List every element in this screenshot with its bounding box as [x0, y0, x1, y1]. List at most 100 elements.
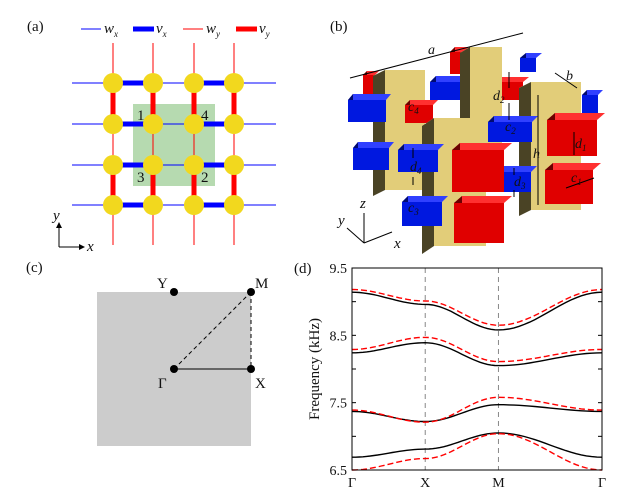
- panel-a: (a) wx vx wy vy 1 4 3 2 y x: [27, 19, 276, 255]
- blue-bar-top: [348, 94, 391, 100]
- resonator-node: [184, 195, 204, 215]
- red-block-top: [545, 163, 601, 170]
- red-block-front: [452, 150, 504, 192]
- label-m: M: [255, 276, 268, 292]
- band-solid-1: [351, 404, 602, 423]
- y-axis-title: Frequency (kHz): [307, 318, 323, 420]
- dim-label-d3: d3: [514, 175, 526, 191]
- band-dashed-5: [352, 396, 603, 423]
- resonator-node: [143, 195, 163, 215]
- red-block-front: [363, 75, 375, 95]
- resonator-node: [103, 195, 123, 215]
- y-tick-label: 9.5: [330, 262, 348, 277]
- y-tick-label: 6.5: [330, 464, 348, 479]
- site-label-3: 3: [137, 170, 145, 186]
- resonator-node: [224, 73, 244, 93]
- resonator-node: [143, 155, 163, 175]
- y-axis-arrow-3d: [346, 227, 365, 244]
- dim-label-c3: c3: [408, 201, 419, 217]
- band-chart: 9.58.57.56.5Γ X M Γ: [330, 262, 607, 491]
- red-block-top: [547, 113, 605, 120]
- legend-wx-label: wx: [104, 21, 118, 39]
- panel-label-c: (c): [26, 260, 43, 276]
- axis-x-label-3d: x: [393, 236, 401, 252]
- panel-c: (c) Γ X M Y: [26, 260, 268, 446]
- x-tick-label: Γ: [598, 476, 606, 491]
- x-tick-label: Γ: [348, 476, 356, 491]
- label-x: X: [255, 376, 266, 392]
- resonator-node: [103, 114, 123, 134]
- pillar-side: [373, 70, 385, 196]
- red-block-top: [452, 143, 512, 150]
- panel-label-b: (b): [330, 19, 348, 35]
- red-block-front: [547, 120, 597, 156]
- dim-label-c1: c1: [571, 171, 582, 187]
- dim-label-a: a: [428, 43, 435, 58]
- red-block-top: [454, 196, 512, 203]
- blue-bar-top: [402, 196, 448, 202]
- axis-y-label-3d: y: [336, 213, 345, 229]
- blue-bar-top: [488, 116, 538, 122]
- legend-vx-label: vx: [156, 21, 167, 39]
- blue-bar-front: [520, 58, 536, 72]
- dim-label-b: b: [566, 69, 573, 84]
- x-arrowhead-icon: [79, 244, 85, 250]
- blue-bar-top: [353, 142, 394, 148]
- point-x: [247, 365, 255, 373]
- resonator-node: [143, 73, 163, 93]
- y-tick-label: 8.5: [330, 329, 348, 344]
- resonator-node: [184, 155, 204, 175]
- dim-label-d1: d1: [575, 137, 587, 153]
- band-solid-0: [352, 432, 603, 458]
- dimension-c1-arrow: [565, 177, 595, 189]
- red-block-front: [454, 203, 504, 243]
- resonator-node: [184, 73, 204, 93]
- band-solid-3: [351, 291, 603, 331]
- site-label-2: 2: [201, 170, 209, 186]
- dimension-a-arrow: [349, 32, 524, 79]
- resonator-node: [103, 155, 123, 175]
- site-label-1: 1: [137, 108, 145, 124]
- dimension-annotations: [349, 32, 595, 205]
- blue-bar-front: [398, 150, 438, 172]
- blue-bar-front: [488, 122, 532, 142]
- pillar-side: [519, 82, 531, 216]
- axis-z-label: z: [359, 196, 366, 212]
- site-label-4: 4: [201, 108, 209, 124]
- dim-label-d4: d4: [410, 160, 422, 176]
- dim-label-d2: d2: [493, 89, 505, 105]
- band-dashed-7: [351, 288, 603, 326]
- legend-vy-label: vy: [259, 21, 270, 39]
- axis-triad-3d: [346, 213, 393, 244]
- point-y: [170, 288, 178, 296]
- point-m: [247, 288, 255, 296]
- red-block-front: [405, 105, 433, 123]
- dimension-b-arrow: [554, 72, 578, 89]
- panel-label-d: (d): [294, 261, 312, 277]
- panel-d: (d) Frequency (kHz) 9.58.57.56.5Γ X M Γ: [294, 261, 606, 491]
- y-tick-label: 7.5: [330, 397, 348, 412]
- structure-3d: [348, 47, 605, 254]
- resonator-node: [224, 195, 244, 215]
- blue-bar-front: [582, 95, 598, 113]
- dim-label-h: h: [533, 147, 540, 162]
- pillar-side: [422, 118, 434, 254]
- resonator-node: [184, 114, 204, 134]
- x-tick-label: M: [492, 476, 505, 491]
- legend-wy-label: wy: [206, 21, 220, 39]
- legend: wx vx wy vy: [81, 21, 270, 39]
- x-axis-arrow-3d: [363, 231, 393, 244]
- axis-x-label: x: [86, 239, 94, 255]
- lattice: [72, 43, 276, 245]
- blue-bar-front: [402, 202, 442, 226]
- panel-label-a: (a): [27, 19, 44, 35]
- resonator-node: [103, 73, 123, 93]
- resonator-node: [224, 155, 244, 175]
- blue-bar-top: [398, 144, 444, 150]
- y-arrowhead-icon: [56, 222, 62, 228]
- blue-bar-front: [348, 100, 386, 122]
- resonator-node: [143, 114, 163, 134]
- axis-triad: y x: [51, 208, 94, 255]
- x-tick-label: X: [420, 476, 430, 491]
